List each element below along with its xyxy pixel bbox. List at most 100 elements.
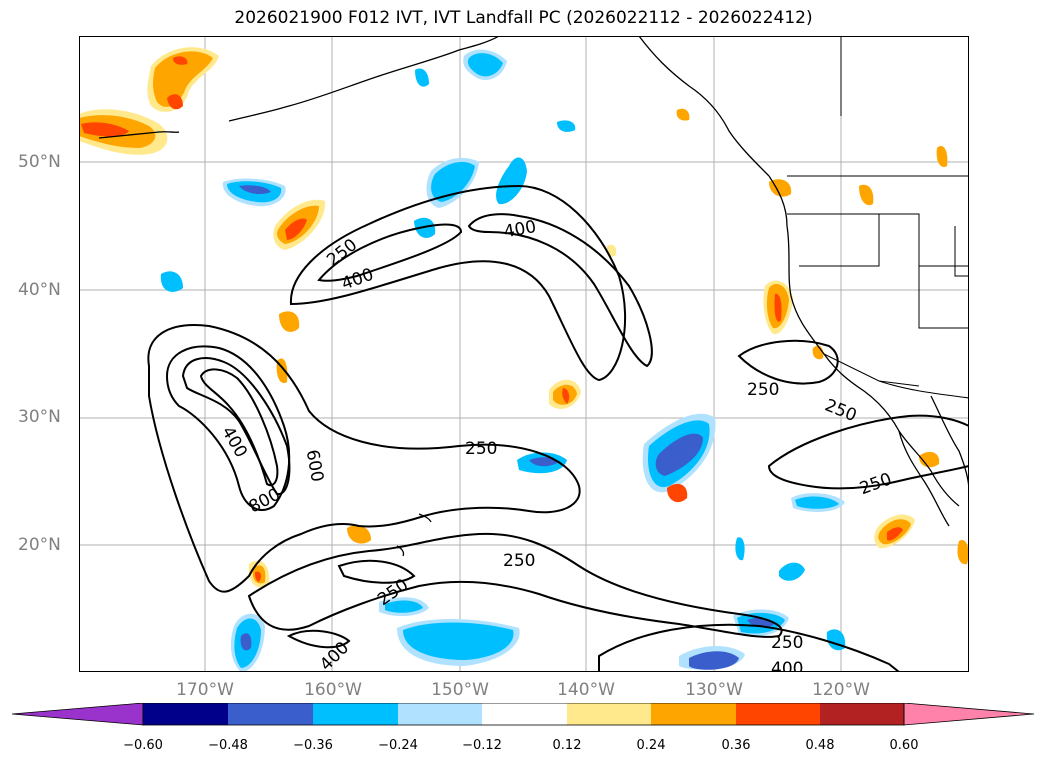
colorbar-segment bbox=[651, 703, 736, 725]
pc-positive-region bbox=[153, 51, 213, 107]
political-borders bbox=[787, 36, 969, 399]
pc-positive-region bbox=[919, 451, 940, 468]
coastline-canada bbox=[768, 175, 788, 227]
colorbar-segment bbox=[143, 703, 228, 725]
colorbar-segment bbox=[567, 703, 651, 725]
border-state bbox=[787, 213, 880, 267]
map-area[interactable]: 250 400 250 400 400 600 800 250 250 400 … bbox=[79, 36, 969, 672]
pc-negative-region bbox=[239, 185, 271, 194]
colorbar-segment bbox=[820, 703, 904, 725]
lon-label: 140°W bbox=[557, 680, 615, 700]
colorbar-tick-label: −0.60 bbox=[123, 738, 163, 753]
ivt-contour-250 bbox=[247, 532, 783, 638]
lat-label: 20°N bbox=[18, 535, 61, 555]
coastline-aleutians bbox=[98, 131, 180, 139]
coastline-alaska-panhandle bbox=[638, 36, 770, 177]
colorbar-tick-label: −0.36 bbox=[293, 738, 333, 753]
lon-label: 150°W bbox=[431, 680, 489, 700]
pc-negative-region bbox=[431, 161, 475, 202]
ivt-contour-250 bbox=[598, 623, 901, 672]
ivt-contour-250 bbox=[147, 324, 581, 593]
pc-positive-region bbox=[957, 540, 969, 565]
colorbar bbox=[12, 703, 1035, 726]
pc-negative-region bbox=[160, 271, 183, 292]
pc-negative-region bbox=[557, 120, 576, 132]
pc-positive-region bbox=[887, 527, 903, 541]
pc-positive-region bbox=[173, 56, 188, 65]
pc-positive-region bbox=[285, 218, 307, 240]
lat-label: 50°N bbox=[18, 152, 61, 172]
ivt-contour-250 bbox=[289, 184, 627, 382]
ivt-contour-600 bbox=[181, 357, 291, 496]
pc-negative-region bbox=[240, 633, 252, 651]
contour-label: 250 bbox=[857, 469, 894, 499]
contour-label: 250 bbox=[503, 551, 535, 571]
lon-label: 130°W bbox=[685, 680, 743, 700]
pc-positive-region bbox=[676, 108, 690, 121]
contour-label: 250 bbox=[747, 380, 779, 400]
pc-positive-region bbox=[255, 571, 262, 582]
border-state bbox=[879, 213, 969, 329]
coastline-hawaii bbox=[396, 513, 432, 557]
ivt-contour-250 bbox=[337, 559, 416, 584]
colorbar-tick-label: 0.12 bbox=[552, 738, 582, 753]
colorbar-segment bbox=[228, 703, 313, 725]
lon-label: 160°W bbox=[304, 680, 362, 700]
pc-negative-region bbox=[795, 496, 839, 509]
pc-negative-region bbox=[735, 537, 745, 561]
pc-negative-region bbox=[529, 457, 559, 467]
lon-label: 170°W bbox=[176, 680, 234, 700]
contour-label: 250 bbox=[771, 633, 803, 653]
pc-negative-region bbox=[496, 157, 527, 205]
contour-label: 250 bbox=[323, 235, 361, 271]
colorbar-tick-label: 0.60 bbox=[889, 738, 919, 753]
pc-positive-region bbox=[562, 388, 570, 404]
pc-positive-region bbox=[667, 483, 688, 503]
pc-negative-region bbox=[467, 53, 503, 77]
ivt-contour-400 bbox=[165, 345, 291, 511]
coastline-mexico bbox=[930, 395, 969, 492]
colorbar-segment bbox=[398, 703, 482, 725]
coastline-west-coast bbox=[786, 225, 960, 507]
pc-negative-region bbox=[826, 629, 846, 651]
map-canvas: 250 400 250 400 400 600 800 250 250 400 … bbox=[79, 36, 969, 672]
colorbar-tick-label: 0.24 bbox=[636, 738, 666, 753]
pc-positive-region bbox=[936, 146, 948, 168]
coastlines bbox=[98, 36, 969, 557]
colorbar-extend-high bbox=[903, 703, 1035, 726]
colorbar-tick-label: 0.36 bbox=[721, 738, 751, 753]
ivt-contour-800 bbox=[199, 368, 279, 487]
colorbar-tick-label: −0.12 bbox=[462, 738, 502, 753]
colorbar-tick-label: −0.24 bbox=[378, 738, 418, 753]
colorbar-segment bbox=[736, 703, 820, 725]
colorbar-segment bbox=[313, 703, 398, 725]
ivt-contours bbox=[147, 184, 969, 672]
coastline-alaska bbox=[228, 36, 500, 122]
map-title: 2026021900 F012 IVT, IVT Landfall PC (20… bbox=[234, 8, 813, 28]
border-state bbox=[954, 226, 969, 277]
pc-positive-region bbox=[812, 345, 824, 360]
pc-positive-region bbox=[279, 311, 300, 332]
ivt-contour-250 bbox=[737, 339, 839, 385]
lat-label: 40°N bbox=[18, 280, 61, 300]
ivt-contour-400 bbox=[286, 629, 351, 649]
pc-positive-region bbox=[859, 184, 874, 206]
pc-positive-region bbox=[347, 525, 371, 544]
border-us-mexico bbox=[878, 380, 969, 399]
pc-negative-region bbox=[689, 651, 739, 670]
contour-label: 400 bbox=[771, 659, 803, 672]
coastline-baja bbox=[898, 430, 950, 527]
pc-negative-region bbox=[655, 433, 703, 476]
pc-positive-region bbox=[167, 94, 183, 110]
ivt-contour-400 bbox=[317, 223, 463, 282]
colorbar-segment bbox=[482, 703, 567, 725]
colorbar-tick-label: −0.48 bbox=[208, 738, 248, 753]
ivt-contour-400 bbox=[467, 213, 653, 368]
lon-label: 120°W bbox=[812, 680, 870, 700]
pc-negative-region bbox=[385, 600, 423, 613]
contour-label: 250 bbox=[822, 395, 860, 426]
ivt-contour-250 bbox=[767, 414, 969, 490]
pc-negative-region bbox=[779, 562, 805, 581]
colorbar-extend-low bbox=[12, 703, 144, 726]
contour-label: 600 bbox=[302, 448, 327, 483]
